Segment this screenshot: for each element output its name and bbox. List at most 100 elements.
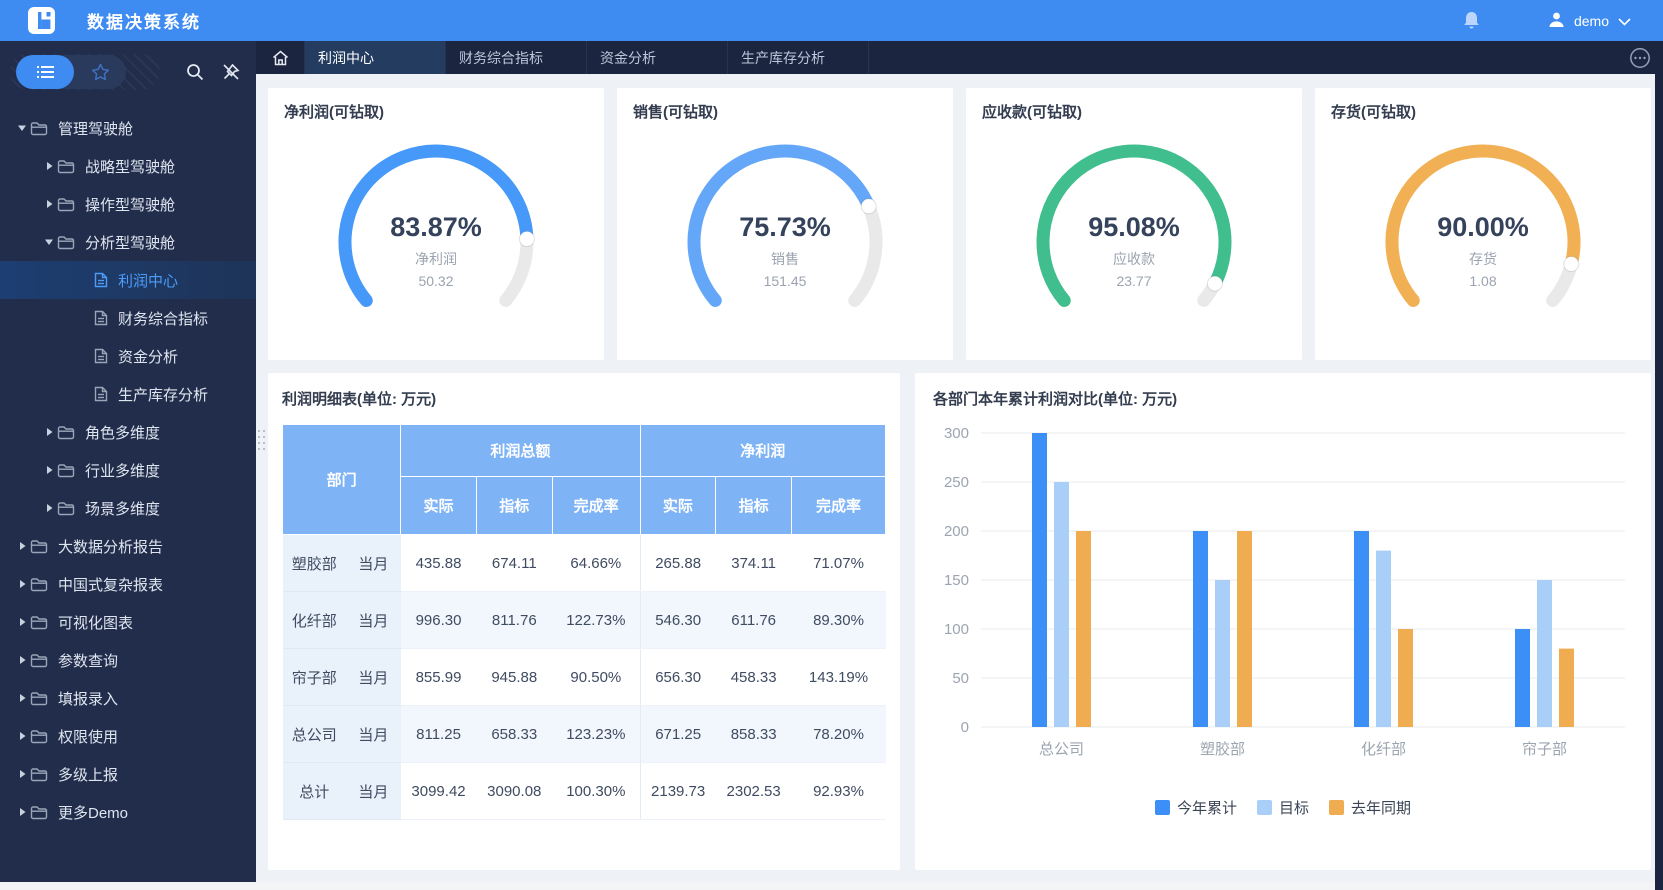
home-icon — [272, 50, 288, 65]
sidebar-item-9[interactable]: 角色多维度 — [0, 413, 256, 451]
cell-profit_total-target: 3090.08 — [476, 762, 553, 820]
tab-item-1[interactable]: 利润中心 — [305, 41, 446, 74]
sidebar-item-label: 行业多维度 — [85, 462, 161, 480]
gauge-card-title: 应收款(可钻取) — [982, 104, 1082, 121]
home-tab-button[interactable] — [256, 41, 305, 74]
cell-profit_total-rate: 123.23% — [552, 705, 641, 763]
tab-item-2[interactable]: 财务综合指标 — [446, 41, 587, 74]
user-menu[interactable]: demo — [1548, 11, 1631, 31]
sidebar-item-2[interactable]: 战略型驾驶舱 — [0, 147, 256, 185]
gauge-card-title: 净利润(可钻取) — [284, 104, 384, 121]
sidebar-item-13[interactable]: 中国式复杂报表 — [0, 565, 256, 603]
sidebar-item-17[interactable]: 权限使用 — [0, 717, 256, 755]
arrow-collapsed-icon — [14, 807, 30, 817]
app-logo-icon — [28, 7, 55, 34]
bar-今年累计-塑胶部 — [1193, 531, 1208, 727]
legend-item-3[interactable]: 去年同期 — [1329, 797, 1411, 818]
favorites-view-button[interactable] — [74, 55, 126, 89]
arrow-collapsed-icon — [41, 465, 57, 475]
bar-目标-塑胶部 — [1215, 580, 1230, 727]
cell-dept: 总计 — [282, 762, 347, 820]
gauge-drill-canvas[interactable]: 95.08% 应收款 23.77 — [994, 126, 1274, 354]
legend-item-2[interactable]: 目标 — [1256, 797, 1309, 818]
directory-view-button[interactable] — [16, 55, 74, 89]
sidebar-item-label: 生产库存分析 — [118, 386, 209, 404]
gauge-drill-canvas[interactable]: 75.73% 销售 151.45 — [645, 126, 925, 354]
gauge-percent-value: 83.87% — [390, 212, 482, 242]
sidebar-item-label: 可视化图表 — [58, 614, 134, 632]
y-axis-tick-label: 200 — [944, 523, 969, 540]
bar-目标-化纤部 — [1376, 550, 1391, 727]
bar-chart-canvas: 0 50 100 150 200 250 300 总公司 塑胶部 化纤部 帘子部 — [944, 425, 1625, 758]
col-sub-header: 完成率 — [791, 476, 886, 535]
sidebar-item-18[interactable]: 多级上报 — [0, 755, 256, 793]
sidebar-item-16[interactable]: 填报录入 — [0, 679, 256, 717]
cell-period: 当月 — [346, 534, 401, 592]
profit-detail-card: 利润明细表(单位: 万元) 部门 利润总额 净利润 实际 指标 完成率 实际 指标 完成率 塑胶部… — [268, 373, 900, 870]
cell-net_profit-actual: 656.30 — [639, 648, 716, 706]
sidebar-item-15[interactable]: 参数查询 — [0, 641, 256, 679]
tab-overflow-button[interactable] — [1617, 41, 1663, 74]
legend-item-1[interactable]: 今年累计 — [1154, 797, 1237, 818]
x-axis-category-label: 化纤部 — [1361, 741, 1406, 758]
sidebar-item-6[interactable]: 财务综合指标 — [0, 299, 256, 337]
sidebar-item-4[interactable]: 分析型驾驶舱 — [0, 223, 256, 261]
gauge-percent-value: 75.73% — [739, 212, 831, 242]
pin-off-icon[interactable] — [222, 63, 240, 81]
horizontal-scrollbar[interactable] — [0, 882, 1655, 890]
sidebar-item-7[interactable]: 资金分析 — [0, 337, 256, 375]
document-icon — [94, 348, 108, 364]
sidebar-item-label: 大数据分析报告 — [58, 538, 164, 556]
sidebar-item-label: 资金分析 — [118, 348, 179, 366]
tab-item-3[interactable]: 资金分析 — [587, 41, 728, 74]
arrow-collapsed-icon — [14, 541, 30, 551]
sidebar-item-14[interactable]: 可视化图表 — [0, 603, 256, 641]
department-profit-chart-card: 各部门本年累计利润对比(单位: 万元) 0 50 100 150 200 250 300 总公… — [915, 373, 1651, 870]
col-group-header-2: 净利润 — [639, 424, 887, 477]
search-icon[interactable] — [186, 63, 204, 81]
notifications-bell-icon[interactable] — [1463, 11, 1480, 30]
gauge-metric-value: 23.77 — [1116, 273, 1151, 289]
sidebar-item-10[interactable]: 行业多维度 — [0, 451, 256, 489]
app-title: 数据决策系统 — [87, 13, 201, 32]
col-header-dept: 部门 — [281, 424, 402, 535]
bar-目标-帘子部 — [1537, 580, 1552, 727]
sidebar-item-12[interactable]: 大数据分析报告 — [0, 527, 256, 565]
gauge-percent-value: 95.08% — [1088, 212, 1180, 242]
x-axis-category-label: 塑胶部 — [1200, 741, 1245, 758]
gauge-drill-canvas[interactable]: 90.00% 存货 1.08 — [1343, 126, 1623, 354]
bar-去年同期-化纤部 — [1398, 629, 1413, 727]
sidebar-item-11[interactable]: 场景多维度 — [0, 489, 256, 527]
sidebar-item-3[interactable]: 操作型驾驶舱 — [0, 185, 256, 223]
tab-label: 资金分析 — [600, 49, 656, 66]
cell-net_profit-rate: 78.20% — [791, 705, 886, 763]
folder-icon — [30, 729, 48, 744]
sidebar-resize-handle[interactable] — [257, 429, 266, 456]
x-axis-category-label: 帘子部 — [1522, 741, 1567, 758]
vertical-scrollbar[interactable] — [1655, 41, 1663, 890]
sidebar-item-5[interactable]: 利润中心 — [0, 261, 256, 299]
sidebar-item-19[interactable]: 更多Demo — [0, 793, 256, 831]
sidebar-item-label: 填报录入 — [58, 690, 119, 708]
gauge-percent-value: 90.00% — [1437, 212, 1529, 242]
gauge-metric-label: 净利润 — [415, 251, 457, 267]
user-avatar-icon — [1548, 11, 1565, 31]
sidebar-item-label: 多级上报 — [58, 766, 119, 784]
cell-profit_total-rate: 100.30% — [552, 762, 641, 820]
tab-label: 生产库存分析 — [741, 49, 825, 66]
folder-icon — [57, 463, 75, 478]
document-icon — [94, 272, 108, 288]
gauge-metric-value: 50.32 — [418, 273, 453, 289]
arrow-collapsed-icon — [41, 199, 57, 209]
gauge-metric-label: 销售 — [771, 251, 799, 267]
gauge-card-title: 存货(可钻取) — [1331, 104, 1416, 121]
gauge-metric-value: 151.45 — [764, 273, 807, 289]
folder-icon — [30, 653, 48, 668]
sidebar-item-1[interactable]: 管理驾驶舱 — [0, 109, 256, 147]
gauge-drill-canvas[interactable]: 83.87% 净利润 50.32 — [296, 126, 576, 354]
sidebar-item-8[interactable]: 生产库存分析 — [0, 375, 256, 413]
cell-profit_total-target: 945.88 — [476, 648, 553, 706]
y-axis-tick-label: 0 — [961, 719, 969, 736]
tab-label: 利润中心 — [318, 49, 374, 66]
tab-item-4[interactable]: 生产库存分析 — [728, 41, 869, 74]
